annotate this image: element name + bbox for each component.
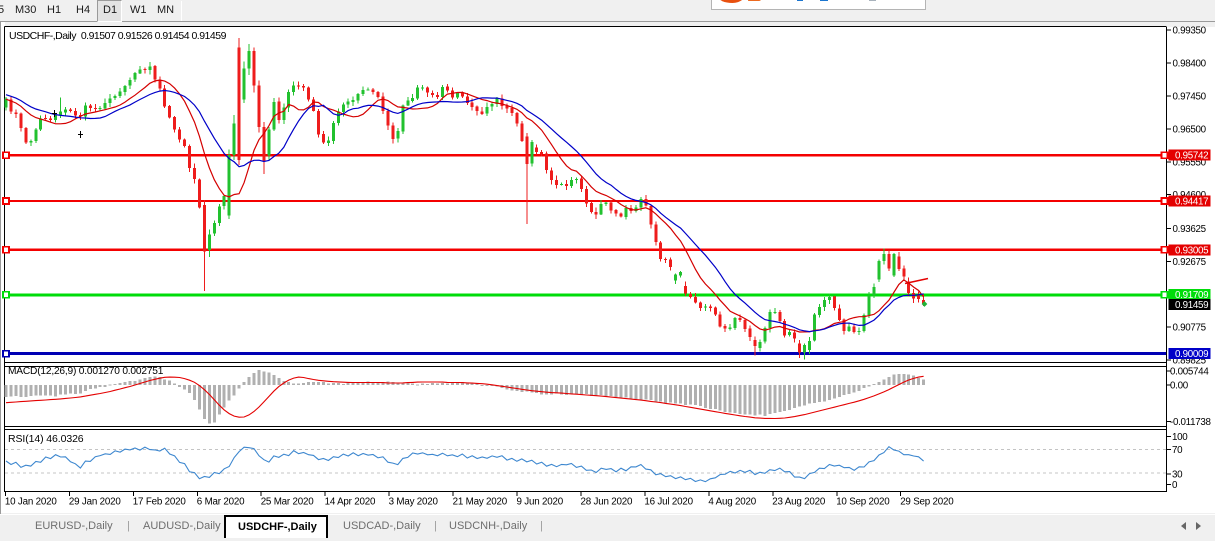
svg-text:0.95742: 0.95742	[1175, 151, 1208, 162]
svg-text:-0.011738: -0.011738	[1170, 417, 1212, 428]
svg-text:17 Feb 2020: 17 Feb 2020	[133, 497, 187, 508]
svg-text:USDCHF-,Daily 0.91507 0.91526: USDCHF-,Daily 0.91507 0.91526 0.91454 0.…	[9, 30, 227, 42]
svg-text:0.96500: 0.96500	[1173, 124, 1207, 135]
svg-text:0.98400: 0.98400	[1173, 59, 1207, 70]
svg-text:0.91709: 0.91709	[1175, 290, 1208, 301]
svg-text:16 Jul 2020: 16 Jul 2020	[644, 497, 693, 508]
svg-text:3 May 2020: 3 May 2020	[389, 497, 439, 508]
svg-text:0.90775: 0.90775	[1173, 323, 1207, 334]
svg-text:10 Jan 2020: 10 Jan 2020	[5, 497, 57, 508]
svg-text:RSI(14) 46.0326: RSI(14) 46.0326	[8, 433, 84, 445]
svg-text:0.91459: 0.91459	[1175, 300, 1208, 311]
svg-text:70: 70	[1172, 445, 1183, 456]
svg-text:0.93625: 0.93625	[1173, 224, 1207, 235]
svg-text:23 Aug 2020: 23 Aug 2020	[772, 497, 826, 508]
svg-text:21 May 2020: 21 May 2020	[453, 497, 508, 508]
svg-text:28 Jun 2020: 28 Jun 2020	[581, 497, 633, 508]
svg-text:30: 30	[1172, 470, 1183, 481]
svg-text:4 Aug 2020: 4 Aug 2020	[708, 497, 756, 508]
svg-text:MACD(12,26,9) 0.001270 0.00275: MACD(12,26,9) 0.001270 0.002751	[8, 366, 164, 377]
svg-text:0.90009: 0.90009	[1175, 349, 1208, 360]
svg-text:0.93005: 0.93005	[1175, 245, 1209, 256]
svg-text:0.95550: 0.95550	[1173, 157, 1207, 168]
svg-text:29 Sep 2020: 29 Sep 2020	[900, 497, 954, 508]
svg-text:0.00: 0.00	[1170, 381, 1189, 392]
svg-text:0.99350: 0.99350	[1173, 26, 1207, 37]
svg-text:0.89825: 0.89825	[1173, 356, 1207, 367]
svg-text:9 Jun 2020: 9 Jun 2020	[517, 497, 564, 508]
svg-text:10 Sep 2020: 10 Sep 2020	[836, 497, 890, 508]
svg-text:6 Mar 2020: 6 Mar 2020	[197, 497, 245, 508]
svg-text:0: 0	[1172, 480, 1178, 491]
svg-text:0.005744: 0.005744	[1170, 367, 1209, 378]
svg-text:0.92675: 0.92675	[1173, 257, 1207, 268]
svg-text:14 Apr 2020: 14 Apr 2020	[325, 497, 376, 508]
svg-text:0.97450: 0.97450	[1173, 92, 1207, 103]
svg-text:25 Mar 2020: 25 Mar 2020	[261, 497, 315, 508]
svg-text:29 Jan 2020: 29 Jan 2020	[69, 497, 121, 508]
svg-text:100: 100	[1172, 432, 1188, 443]
svg-text:0.94417: 0.94417	[1175, 197, 1208, 208]
